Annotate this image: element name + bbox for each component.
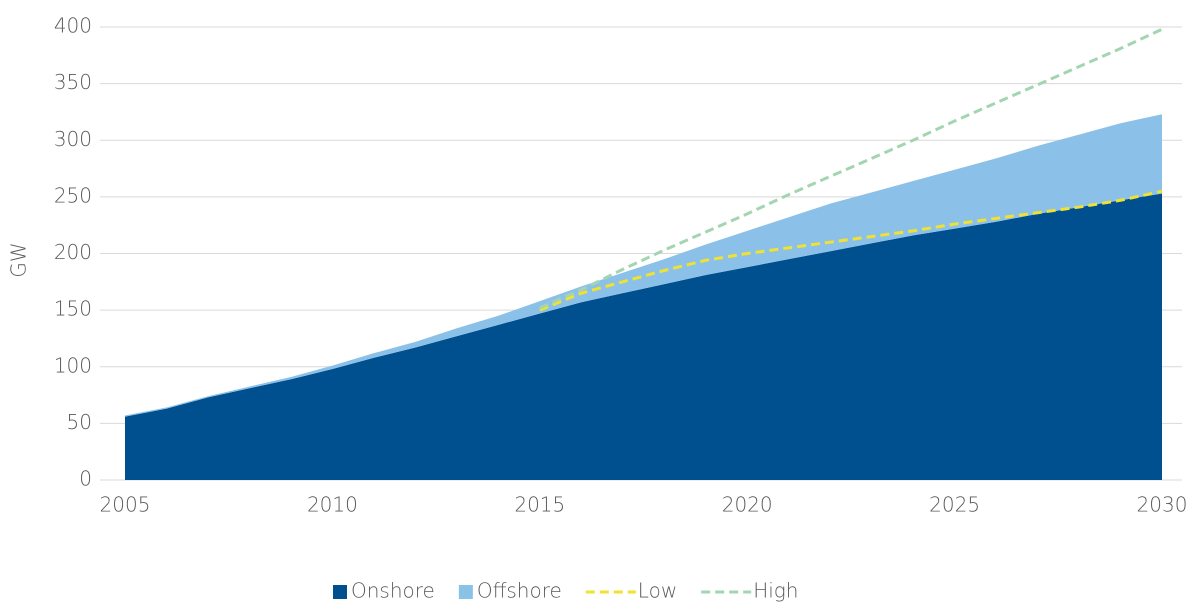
y-tick-label: 350: [54, 70, 92, 94]
y-axis-label: GW: [7, 242, 31, 277]
line: [539, 27, 1163, 310]
x-tick-label: 2015: [514, 493, 565, 517]
x-tick-label: 2025: [929, 493, 980, 517]
y-tick-label: 100: [54, 353, 92, 377]
y-tick-label: 0: [79, 467, 92, 491]
y-tick-label: 400: [54, 14, 92, 38]
y-tick-label: 250: [54, 183, 92, 207]
legend-swatch: [333, 585, 347, 599]
x-tick-label: 2010: [307, 493, 358, 517]
y-tick-label: 200: [54, 240, 92, 264]
legend-label: Low: [638, 579, 677, 603]
legend-label: Onshore: [351, 579, 435, 603]
legend-label: High: [753, 579, 798, 603]
y-tick-label: 150: [54, 297, 92, 321]
x-tick-label: 2020: [722, 493, 773, 517]
y-tick-label: 300: [54, 127, 92, 151]
x-tick-label: 2030: [1137, 493, 1188, 517]
x-tick-label: 2005: [100, 493, 151, 517]
y-tick-label: 50: [67, 410, 92, 434]
legend-label: Offshore: [477, 579, 562, 603]
legend-swatch: [458, 585, 473, 599]
area: [125, 114, 1162, 417]
area: [125, 193, 1162, 481]
